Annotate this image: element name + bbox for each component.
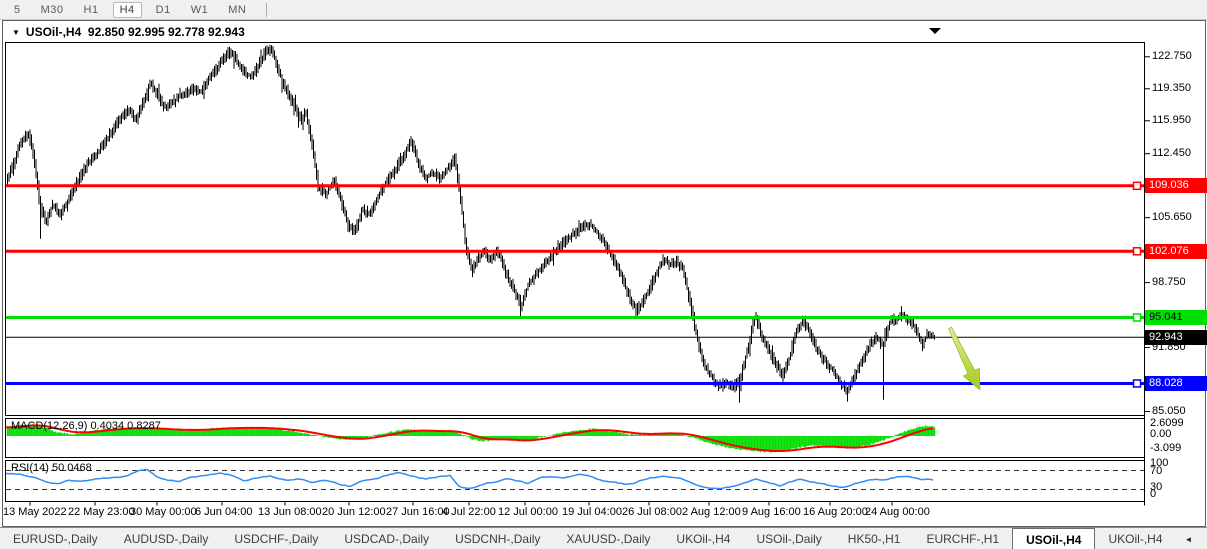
rsi-indicator-label: RSI(14) 50.0468	[11, 462, 92, 474]
collapse-triangle-icon[interactable]: ▼	[12, 27, 20, 37]
timeframe-button-H1[interactable]: H1	[83, 3, 99, 16]
rsi-value: 50.0468	[51, 462, 92, 474]
chart-tab-USDCAD-Daily[interactable]: USDCAD-,Daily	[344, 532, 430, 546]
timeframe-button-MN[interactable]: MN	[228, 3, 247, 16]
chart-tab-USOil-H4[interactable]: USOil-,H4	[1012, 528, 1096, 549]
timeframe-toolbar: 5 M30 H1 H4 D1 W1 MN	[0, 0, 1207, 20]
chart-tab-HK50-H1[interactable]: HK50-,H1	[847, 532, 901, 546]
chart-tab-USOil-Daily[interactable]: USOil-,Daily	[756, 532, 822, 546]
chart-ohlc-values: 92.850 92.995 92.778 92.943	[81, 25, 245, 39]
chart-tab-UKOil-H4[interactable]: UKOil-,H4	[1108, 532, 1163, 546]
timeframe-button-H4[interactable]: H4	[112, 1, 142, 18]
timeframe-button-5[interactable]: 5	[14, 3, 21, 16]
macd-values: 0.4034 0.8287	[90, 420, 161, 432]
chart-tab-USDCNH-Daily[interactable]: USDCNH-,Daily	[455, 532, 541, 546]
symbol-tab-bar: EURUSD-,Daily AUDUSD-,Daily USDCHF-,Daily U…	[0, 527, 1207, 549]
chart-tab-AUDUSD-Daily[interactable]: AUDUSD-,Daily	[123, 532, 209, 546]
macd-title: MACD(12,26,9)	[11, 420, 88, 432]
timeframe-button-W1[interactable]: W1	[190, 3, 209, 16]
rsi-title: RSI(14)	[11, 462, 49, 474]
chart-tab-USDCHF-Daily[interactable]: USDCHF-,Daily	[234, 532, 319, 546]
chart-tab-EURUSD-Daily[interactable]: EURUSD-,Daily	[13, 532, 98, 546]
toolbar-separator	[266, 2, 268, 17]
tab-scroll-right-icon[interactable]: ►	[1201, 528, 1207, 549]
chart-symbol-label: USOil-,H4	[25, 25, 82, 39]
chart-tab-EURCHF-H1[interactable]: EURCHF-,H1	[926, 532, 1000, 546]
chart-window	[2, 20, 1206, 527]
chart-tab-XAUUSD-Daily[interactable]: XAUUSD-,Daily	[566, 532, 651, 546]
timeframe-button-D1[interactable]: D1	[155, 3, 171, 16]
chart-title: ▼ USOil-,H4 92.850 92.995 92.778 92.943	[12, 24, 245, 40]
chart-tab-UKOil-H4[interactable]: UKOil-,H4	[676, 532, 731, 546]
tab-scroll-left-icon[interactable]: ◄	[1184, 534, 1193, 544]
macd-indicator-label: MACD(12,26,9) 0.4034 0.8287	[11, 420, 161, 432]
timeframe-button-M30[interactable]: M30	[40, 3, 64, 16]
